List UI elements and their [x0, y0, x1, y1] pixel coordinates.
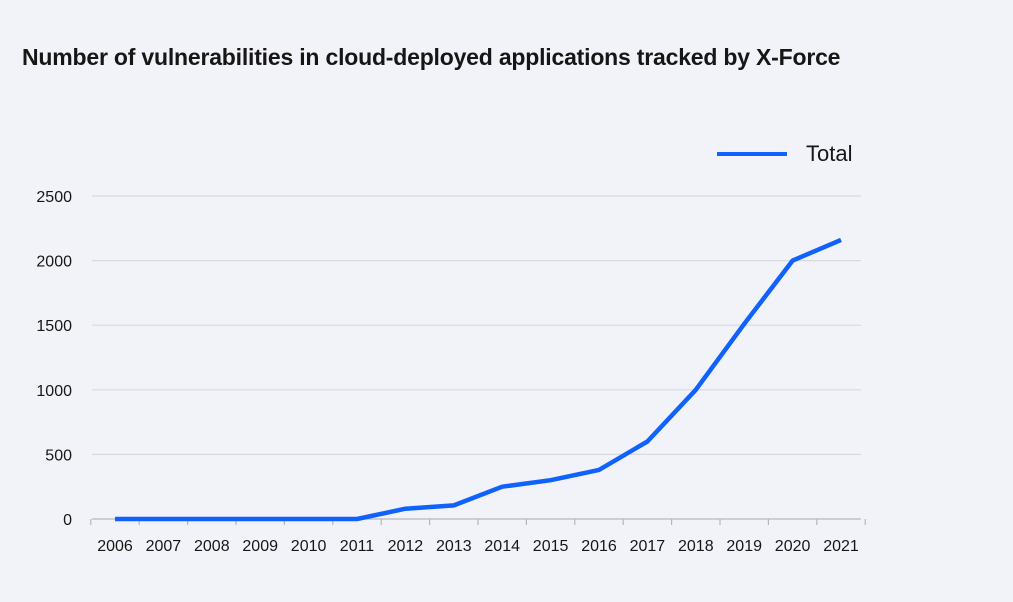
gridlines: [92, 195, 861, 455]
x-tick-label: 2016: [581, 538, 617, 555]
x-tick-label: 2015: [533, 538, 569, 555]
y-tick-label: 0: [63, 512, 72, 529]
x-tick-label: 2019: [726, 538, 762, 555]
y-tick-label: 1500: [36, 318, 72, 335]
x-tick-label: 2013: [436, 538, 472, 555]
x-tick-label: 2011: [340, 538, 375, 555]
x-tick-label: 2009: [242, 538, 278, 555]
x-tick-label: 2017: [630, 538, 666, 555]
y-tick-label: 500: [45, 447, 72, 464]
x-tick-label: 2021: [823, 538, 859, 555]
y-tick-label: 1000: [36, 383, 72, 400]
legend-label-total: Total: [806, 141, 852, 166]
y-tick-label: 2500: [36, 189, 72, 206]
x-tick-label: 2012: [388, 538, 424, 555]
x-tick-label: 2010: [291, 538, 327, 555]
x-tick-label: 2006: [97, 538, 133, 555]
x-tick-label: 2018: [678, 538, 714, 555]
y-tick-label: 2000: [36, 254, 72, 271]
x-tick-label: 2014: [484, 538, 520, 555]
chart-title: Number of vulnerabilities in cloud-deplo…: [22, 44, 841, 70]
x-tick-label: 2020: [775, 538, 811, 555]
y-axis: 0 500 1000 1500 2000 2500: [36, 189, 72, 529]
series-line-total: [115, 237, 842, 522]
series-lines: [114, 237, 842, 522]
x-tick-label: 2007: [146, 538, 182, 555]
x-tick-label: 2008: [194, 538, 230, 555]
legend: Total: [717, 141, 852, 166]
x-axis: 2006 2007 2008 2009 2010 2011 2012 2013 2014 2015…: [90, 518, 866, 555]
